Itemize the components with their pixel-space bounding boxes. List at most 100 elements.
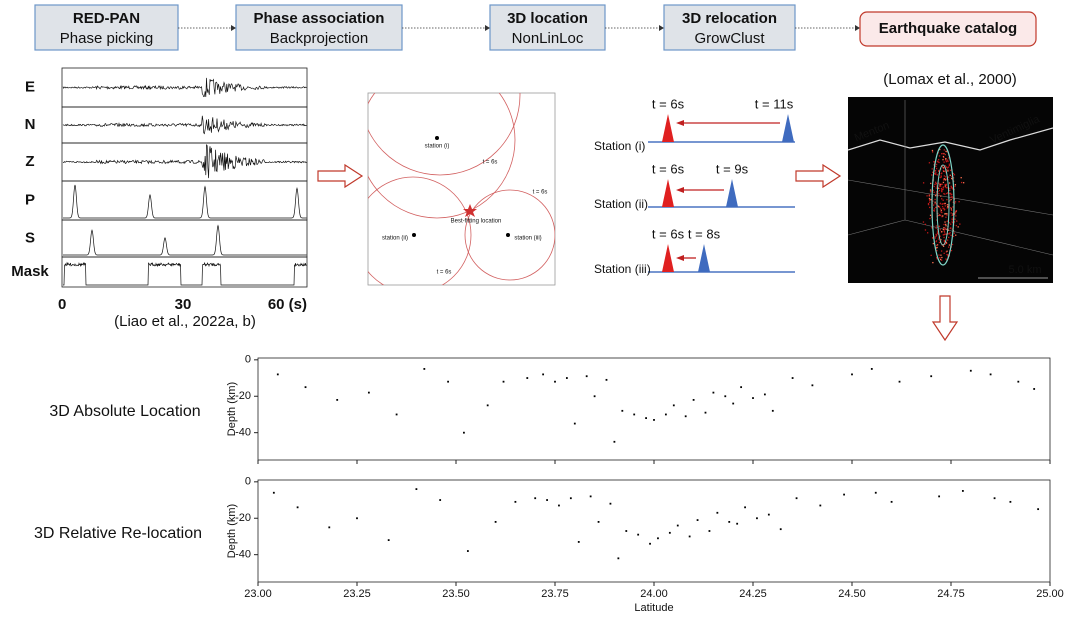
- x-tick-label: 23.00: [244, 588, 272, 600]
- event-dot: [943, 203, 945, 205]
- event-dot: [950, 234, 952, 236]
- event-dot: [942, 245, 945, 247]
- event-dot: [946, 192, 948, 195]
- event-point: [684, 415, 687, 418]
- event-point: [653, 419, 655, 421]
- event-point: [692, 398, 695, 401]
- event-point: [672, 404, 675, 407]
- event-dot: [936, 229, 939, 231]
- event-dot: [937, 214, 939, 217]
- s-arrival: [726, 179, 738, 207]
- event-dot: [942, 199, 944, 201]
- event-dot: [941, 205, 944, 208]
- first-time: t = 6s: [652, 161, 685, 176]
- event-dot: [938, 189, 941, 192]
- event-dot: [945, 241, 947, 243]
- event-dot: [947, 166, 950, 168]
- event-dot: [940, 258, 942, 261]
- event-dot: [940, 239, 942, 241]
- pipeline-subtitle: GrowClust: [694, 30, 765, 47]
- event-dot: [945, 158, 947, 160]
- event-dot: [946, 159, 949, 161]
- station-label: station (i): [425, 144, 450, 150]
- event-point: [1033, 388, 1036, 390]
- event-point: [763, 393, 766, 396]
- station-label: station (iii): [514, 236, 541, 242]
- event-point: [585, 375, 588, 378]
- event-dot: [947, 160, 949, 163]
- event-dot: [935, 227, 937, 229]
- channel-label: Z: [25, 153, 34, 170]
- error-ellipse: [936, 164, 950, 246]
- event-point: [463, 431, 465, 434]
- event-point: [767, 513, 770, 516]
- event-dot: [949, 232, 951, 234]
- event-dot: [939, 185, 941, 187]
- station-dot: [412, 233, 416, 237]
- event-dot: [942, 228, 945, 231]
- pipeline-arrowhead: [485, 25, 490, 31]
- event-dot: [955, 215, 957, 217]
- event-point: [1009, 500, 1012, 503]
- event-dot: [937, 152, 939, 154]
- p-arrival: [662, 114, 674, 142]
- event-point: [969, 369, 972, 372]
- event-point: [336, 398, 339, 401]
- station-name: Station (i): [594, 139, 645, 153]
- event-dot: [939, 257, 941, 259]
- x-tick-label: 23.25: [343, 588, 371, 600]
- event-dot: [951, 195, 953, 198]
- event-dot: [928, 201, 931, 203]
- trace-frame: [61, 219, 308, 258]
- event-point: [712, 391, 715, 394]
- x-axis-label: Latitude: [634, 602, 673, 614]
- event-dot: [938, 254, 940, 256]
- x-tick-label: 23.75: [541, 588, 569, 600]
- event-dot: [943, 239, 946, 242]
- event-dot: [951, 197, 954, 199]
- event-dot: [947, 169, 949, 171]
- event-dot: [956, 220, 958, 222]
- event-dot: [951, 187, 953, 189]
- event-point: [554, 380, 556, 383]
- event-dot: [932, 261, 934, 264]
- event-dot: [933, 185, 935, 188]
- event-dot: [929, 199, 931, 201]
- event-dot: [942, 170, 945, 172]
- event-point: [423, 368, 426, 370]
- panel-title: 3D Absolute Location: [49, 403, 200, 420]
- event-point: [597, 520, 600, 523]
- event-point: [304, 386, 307, 389]
- s-arrival: [698, 244, 710, 272]
- event-dot: [939, 148, 941, 151]
- event-dot: [929, 191, 932, 193]
- event-dot: [960, 181, 963, 184]
- event-point: [890, 500, 893, 503]
- event-dot: [935, 235, 937, 238]
- event-dot: [937, 160, 939, 162]
- event-dot: [943, 230, 945, 232]
- event-dot: [935, 225, 937, 227]
- event-dot: [943, 233, 946, 236]
- event-dot: [940, 189, 943, 191]
- event-dot: [940, 259, 943, 261]
- time-label: 30: [175, 296, 192, 313]
- event-dot: [942, 167, 945, 170]
- event-dot: [938, 155, 941, 157]
- event-dot: [941, 172, 943, 174]
- event-dot: [939, 176, 941, 179]
- event-point: [811, 384, 814, 387]
- event-dot: [947, 239, 949, 241]
- event-dot: [953, 232, 956, 234]
- event-dot: [942, 166, 944, 169]
- event-dot: [952, 172, 955, 175]
- event-dot: [950, 212, 952, 214]
- event-dot: [952, 214, 954, 216]
- event-dot: [935, 206, 937, 209]
- image-credit: (Lomax et al., 2000): [883, 71, 1016, 88]
- event-dot: [945, 166, 948, 168]
- event-dot: [931, 227, 933, 229]
- event-dot: [942, 215, 944, 217]
- catalog-box: [859, 11, 1037, 47]
- pipeline-box: [235, 4, 403, 51]
